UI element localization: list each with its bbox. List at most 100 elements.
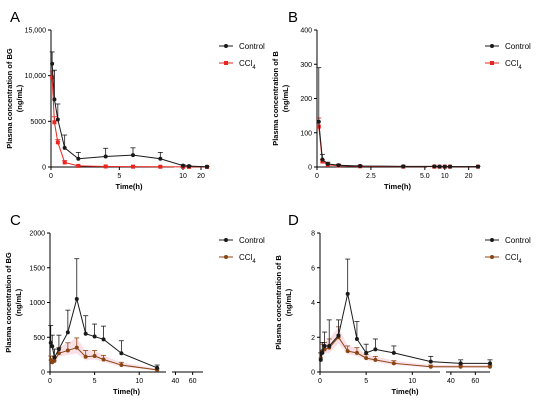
legend-entry-control: Control: [219, 42, 265, 51]
data-point: [131, 153, 135, 158]
data-point: [83, 354, 88, 359]
x-tick-label: 0: [49, 173, 53, 180]
data-point: [458, 361, 463, 366]
data-point: [158, 156, 163, 161]
x-axis-title: Time(h): [113, 387, 140, 396]
legend-label: CCl4: [505, 253, 522, 265]
x-axis-title: Time(h): [384, 182, 411, 191]
data-point: [322, 343, 327, 348]
y-tick-label: 0: [308, 165, 312, 172]
data-point: [48, 340, 53, 345]
series-control: [316, 67, 481, 169]
y-axis-unit: (ng/mL): [281, 84, 290, 112]
data-point: [158, 164, 163, 169]
data-point: [336, 163, 341, 168]
data-point: [55, 117, 60, 122]
data-point: [103, 154, 108, 159]
legend-marker: [224, 238, 228, 242]
x-axis-title: Time(h): [392, 387, 419, 396]
data-point: [448, 164, 452, 169]
data-point: [358, 163, 363, 168]
data-point: [432, 164, 437, 169]
legend-entry-control: Control: [485, 236, 531, 245]
y-axis-title: Plasma concentration of BG: [5, 48, 14, 149]
legend-marker: [490, 238, 494, 242]
data-point: [458, 364, 463, 369]
x-tick-label: 5: [117, 173, 121, 180]
data-point: [320, 159, 325, 164]
chart-panel-c: C 0 500 1000 1500 2000 0 5 10 40 60 Time(h) Plasma c…: [4, 212, 265, 396]
legend-label: CCl4: [239, 59, 256, 71]
data-point: [62, 145, 67, 150]
x-axis-title: Time(h): [116, 182, 143, 191]
y-tick-label: 100: [300, 130, 312, 137]
data-point: [345, 291, 350, 296]
series-line: [320, 293, 490, 364]
legend-entry-ccl4: CCl4: [485, 253, 522, 265]
legend-marker: [224, 44, 228, 48]
data-point: [316, 119, 321, 124]
data-point: [488, 361, 492, 366]
series-control: [49, 51, 210, 169]
data-point: [50, 75, 55, 80]
y-axis-unit: (ng/mL): [15, 84, 24, 112]
x-tick-label: 60: [471, 378, 479, 385]
legend-label: CCl4: [505, 59, 522, 71]
chart-panel-b: B 0 100 200 300 400 0 2.5 5.0 10 20 Time(h) Plasma c…: [271, 9, 531, 191]
legend-label: CCl4: [239, 253, 256, 265]
x-tick-label: 0: [318, 378, 322, 385]
series-ccl4: [316, 117, 481, 169]
x-tick-label: 10: [135, 378, 143, 385]
y-axis-unit: (ng/mL): [14, 288, 23, 316]
y-axis-unit: (ng/mL): [284, 288, 293, 316]
panel-letter: B: [288, 9, 298, 26]
legend-entry-ccl4: CCl4: [219, 253, 256, 265]
data-point: [56, 347, 61, 352]
series-line: [51, 63, 208, 168]
chart-panel-a: A 0 5000 10,000 15,000 0 5 10 20 Time(h) Plasma co…: [5, 9, 265, 191]
x-tick-label: 40: [447, 378, 455, 385]
data-point: [354, 336, 359, 341]
legend-marker: [490, 61, 494, 65]
y-tick-label: 4: [311, 300, 315, 307]
data-point: [119, 363, 124, 368]
data-point: [56, 351, 61, 356]
data-point: [52, 358, 57, 363]
data-point: [103, 164, 108, 169]
data-point: [320, 157, 325, 162]
x-tick-label: 60: [189, 378, 197, 385]
legend-label: Control: [505, 236, 531, 245]
legend-marker: [490, 255, 494, 259]
data-point: [74, 297, 79, 302]
data-point: [92, 354, 97, 359]
data-point: [325, 161, 330, 166]
data-point: [65, 348, 70, 353]
y-tick-label: 6: [311, 265, 315, 272]
data-point: [65, 330, 70, 335]
data-point: [373, 357, 378, 362]
y-tick-label: 1000: [29, 300, 45, 307]
series-ccl4: [48, 337, 160, 372]
data-point: [119, 351, 124, 356]
legend-marker: [224, 255, 228, 259]
series-control: [48, 258, 160, 370]
y-tick-label: 200: [300, 96, 312, 103]
series-line: [51, 77, 208, 168]
data-point: [336, 333, 341, 338]
y-tick-label: 8: [311, 231, 315, 238]
y-tick-label: 300: [300, 62, 312, 69]
x-tick-label: 0: [315, 173, 319, 180]
data-point: [55, 140, 60, 145]
x-tick-label: 20: [197, 173, 205, 180]
legend-entry-control: Control: [485, 42, 531, 51]
data-point: [101, 357, 106, 362]
data-point: [364, 356, 369, 361]
y-axis-title: Plasma concentration of B: [271, 51, 280, 146]
x-tick-label: 5.0: [420, 173, 430, 180]
y-tick-label: 1500: [29, 265, 45, 272]
x-tick-label: 0: [48, 378, 52, 385]
y-tick-label: 2000: [29, 231, 45, 238]
series-control: [318, 258, 493, 366]
data-point: [83, 331, 88, 336]
x-tick-label: 20: [465, 173, 473, 180]
